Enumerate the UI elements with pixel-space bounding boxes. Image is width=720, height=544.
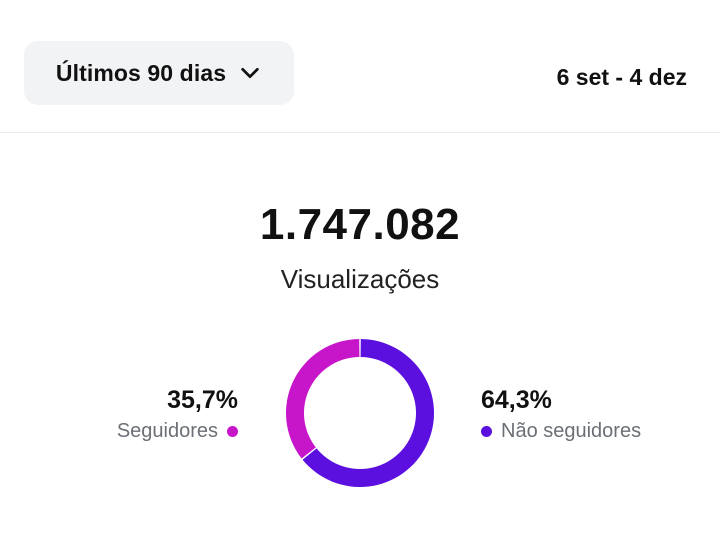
followers-label: Seguidores — [116, 420, 218, 442]
non-followers-percent: 64,3% — [481, 386, 552, 414]
date-range: 6 set - 4 dez — [556, 64, 687, 90]
period-label: Últimos 90 dias — [55, 59, 227, 86]
legend-non-followers: 64,3% Não seguidores — [481, 384, 641, 443]
period-dropdown[interactable]: Últimos 90 dias — [24, 41, 294, 105]
donut-slice-non-followers — [302, 339, 434, 487]
non-followers-color-dot — [481, 426, 492, 437]
non-followers-label: Não seguidores — [501, 420, 642, 442]
audience-donut-chart — [286, 339, 434, 487]
legend-followers: 35,7% Seguidores — [117, 384, 238, 443]
followers-percent: 35,7% — [167, 386, 238, 414]
chevron-down-icon — [238, 61, 262, 85]
header-bar: Últimos 90 dias 6 set - 4 dez — [0, 0, 720, 133]
total-views-label: Visualizações — [280, 264, 440, 294]
donut-slice-followers — [286, 339, 360, 459]
followers-color-dot — [227, 426, 238, 437]
total-views-value: 1.747.082 — [259, 200, 461, 249]
